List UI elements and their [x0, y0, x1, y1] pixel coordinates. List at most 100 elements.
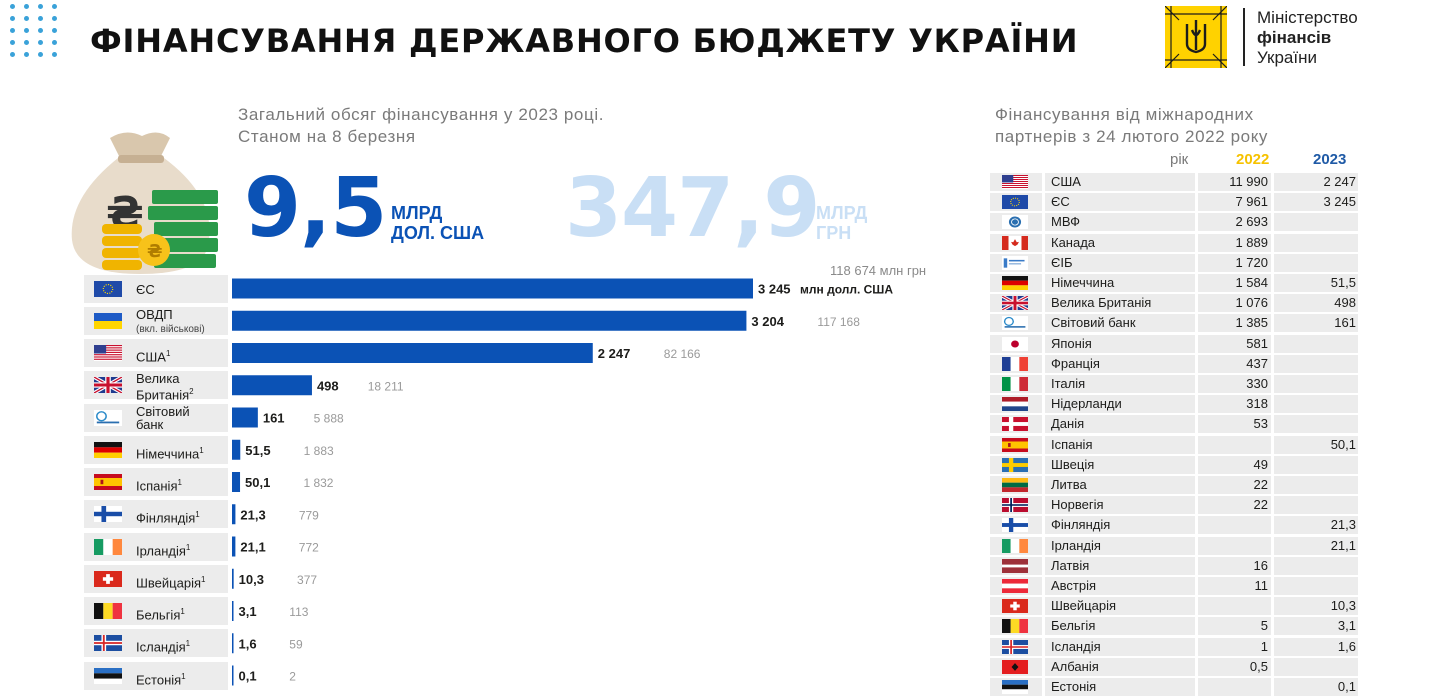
value-2022: 5	[1260, 618, 1268, 634]
table-cell-name-bg	[1045, 213, 1195, 232]
value-2023: 0,1	[1337, 679, 1356, 694]
flag-ua-icon	[94, 312, 122, 329]
flag-ie-icon	[1002, 538, 1028, 553]
bar-eu	[232, 278, 753, 299]
table-cell-2023-bg	[1274, 556, 1358, 575]
flag-is-icon	[1002, 639, 1028, 654]
bar-value-label: 21,1	[240, 540, 265, 555]
partner-name: США	[1051, 174, 1081, 189]
table-cell-2023-bg	[1274, 476, 1358, 494]
partners-table-title-line-2: партнерів з 24 лютого 2022 року	[995, 127, 1269, 146]
bar-uah-label: 82 166	[664, 347, 701, 361]
partner-name: ЄІБ	[1051, 254, 1073, 270]
flag-wb-icon	[1002, 316, 1028, 331]
bar-value-label: 3 245	[758, 282, 791, 297]
table-row: Ірландія 21,1	[990, 536, 1358, 556]
partner-name: Канада	[1051, 234, 1096, 250]
table-cell-2023-bg	[1274, 496, 1358, 515]
flag-imf-icon	[1002, 215, 1028, 230]
partner-name: Велика Британія	[1051, 295, 1152, 311]
bar-us	[232, 343, 593, 363]
value-2022: 581	[1246, 335, 1268, 351]
table-cell-2023-bg	[1274, 395, 1358, 414]
table-cell-name-bg	[1045, 678, 1195, 696]
table-cell-2023-bg	[1274, 173, 1358, 191]
table-cell-2022-bg	[1198, 375, 1271, 393]
logo-text: Міністерство фінансів України	[1257, 8, 1358, 68]
flag-fi-icon	[1002, 518, 1028, 533]
bar-uah-label: 113	[289, 605, 308, 619]
flag-it-icon	[1002, 377, 1028, 391]
bar-uah-label: 1 832	[303, 476, 333, 490]
bar-uah-label: 18 211	[368, 379, 404, 393]
category-label-be: Бельгія1	[84, 597, 228, 625]
table-cell-2023-bg	[1274, 334, 1358, 353]
value-2022: 1 889	[1235, 234, 1268, 250]
category-name: Бельгія1	[136, 607, 185, 623]
flag-eu-icon	[1002, 195, 1028, 210]
category-name: Німеччина1	[136, 445, 204, 462]
value-2022: 7 961	[1235, 194, 1268, 210]
partner-name: Іспанія	[1051, 436, 1093, 452]
category-label-wb: Світовий банк	[84, 403, 228, 432]
total-uah-unit-line-2: ГРН	[816, 223, 852, 243]
table-row: Австрія 11	[990, 576, 1358, 596]
table-cell-2022-bg	[1198, 678, 1271, 696]
table-row: МВФ 2 693	[990, 212, 1358, 232]
value-2022: 1 385	[1235, 315, 1268, 331]
flag-no-icon	[1002, 498, 1028, 513]
flag-se-icon	[1002, 457, 1028, 472]
bar-value-label: 51,5	[245, 443, 270, 458]
table-cell-2022-bg	[1198, 233, 1271, 252]
table-row: Данія 53	[990, 414, 1358, 434]
flag-at-icon	[1002, 579, 1028, 593]
category-name: США1	[136, 349, 171, 365]
total-usd-unit-line-1: МЛРД	[391, 203, 443, 223]
table-cell-2022-bg	[1198, 617, 1271, 636]
table-cell-2023-bg	[1274, 577, 1358, 595]
table-cell-2022-bg	[1198, 213, 1271, 232]
flag-ie-icon	[94, 538, 122, 555]
value-2022: 0,5	[1249, 658, 1268, 674]
table-cell-2023-bg	[1274, 375, 1358, 393]
bar-value-label: 161	[263, 411, 285, 426]
value-2022: 1 720	[1235, 254, 1268, 270]
table-cell-2022-bg	[1198, 294, 1271, 313]
table-cell-2022-bg	[1198, 476, 1271, 494]
table-cell-2022-bg	[1198, 395, 1271, 414]
category-name: ОВДП (вкл. військові)	[136, 306, 205, 335]
table-header-2022: 2022	[1236, 151, 1270, 168]
bar-uah-label: 117 168	[817, 315, 860, 329]
svg-text:₴: ₴	[147, 241, 162, 262]
bar-be	[232, 601, 234, 621]
flag-be-icon	[94, 603, 122, 619]
category-label-ch: Швейцарія1	[84, 564, 228, 593]
table-row: Ісландія 1 1,6	[990, 637, 1358, 657]
table-cell-2022-bg	[1198, 577, 1271, 595]
table-cell-2022-bg	[1198, 334, 1271, 353]
flag-es-icon	[1002, 437, 1028, 452]
table-cell-name-bg	[1045, 314, 1195, 333]
value-2022: 318	[1246, 396, 1268, 412]
flag-fi-icon	[94, 506, 122, 523]
bar-uah-label: 2	[289, 670, 296, 684]
flag-de-icon	[94, 441, 122, 458]
table-row: Швейцарія 10,3	[990, 596, 1358, 616]
table-row: Нідерланди 318	[990, 394, 1358, 414]
flag-ca-icon	[1002, 235, 1028, 250]
value-2023: 2 247	[1323, 174, 1356, 189]
table-row: Японія 581	[990, 334, 1358, 354]
value-2022: 22	[1253, 497, 1268, 513]
table-row: Латвія 16	[990, 556, 1358, 576]
decorative-dots	[10, 4, 59, 57]
table-row: Німеччина 1 584 51,5	[990, 273, 1358, 293]
value-2023: 50,1	[1330, 436, 1356, 452]
value-2023: 10,3	[1330, 598, 1356, 614]
table-cell-2023-bg	[1274, 294, 1358, 313]
value-2023: 3,1	[1337, 618, 1356, 634]
table-cell-2023-bg	[1274, 516, 1358, 535]
table-cell-name-bg	[1045, 476, 1195, 494]
partner-name: Нідерланди	[1051, 396, 1122, 412]
table-cell-name-bg	[1045, 597, 1195, 616]
total-usd-unit: МЛРД ДОЛ. США	[391, 203, 484, 243]
